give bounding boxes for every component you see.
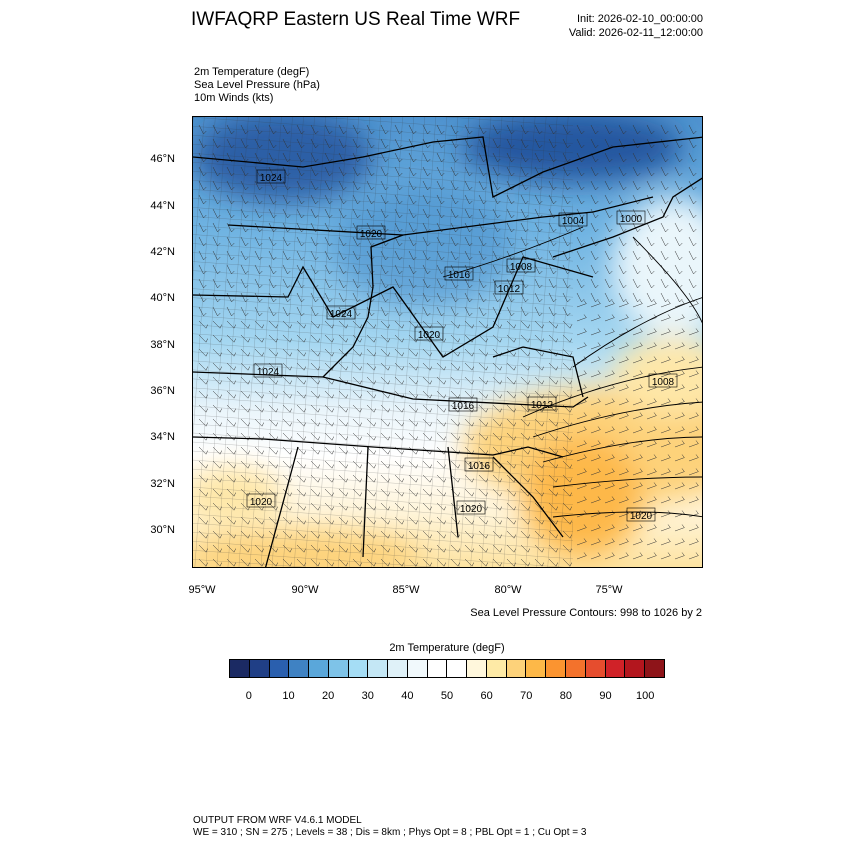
colorbar-swatch bbox=[625, 660, 646, 677]
colorbar-swatch bbox=[328, 660, 349, 677]
lat-tick-label: 32°N bbox=[150, 478, 175, 490]
colorbar-swatch bbox=[368, 660, 389, 677]
colorbar-swatch bbox=[506, 660, 527, 677]
pressure-contour-label: 1000 bbox=[620, 214, 643, 225]
lon-tick-label: 90°W bbox=[291, 584, 319, 596]
pressure-contour-label: 1012 bbox=[498, 284, 521, 295]
init-time: Init: 2026-02-10_00:00:00 bbox=[577, 13, 703, 25]
colorbar-swatch bbox=[407, 660, 428, 677]
lat-tick-label: 36°N bbox=[150, 385, 175, 397]
pressure-contour-label: 1020 bbox=[360, 229, 383, 240]
colorbar-label: 70 bbox=[520, 690, 533, 702]
colorbar-swatch bbox=[447, 660, 468, 677]
colorbar-label: 100 bbox=[635, 690, 655, 702]
field-label-winds: 10m Winds (kts) bbox=[194, 92, 274, 104]
colorbar-label: 60 bbox=[480, 690, 493, 702]
pressure-contour-label: 1024 bbox=[257, 367, 280, 378]
colorbar-swatch bbox=[388, 660, 408, 677]
colorbar-swatch bbox=[585, 660, 606, 677]
slp-contour-note: Sea Level Pressure Contours: 998 to 1026… bbox=[470, 607, 702, 619]
colorbar-swatch bbox=[566, 660, 586, 677]
colorbar-label: 0 bbox=[245, 690, 252, 702]
pressure-contour-label: 1004 bbox=[562, 216, 585, 227]
model-info: OUTPUT FROM WRF V4.6.1 MODEL bbox=[193, 815, 362, 826]
colorbar-swatch bbox=[427, 660, 448, 677]
lat-tick-label: 46°N bbox=[150, 153, 175, 165]
colorbar-label: 10 bbox=[282, 690, 295, 702]
lon-tick-label: 95°W bbox=[188, 584, 216, 596]
pressure-contour-label: 1008 bbox=[652, 377, 675, 388]
pressure-contour-label: 1008 bbox=[510, 262, 533, 273]
colorbar-label: 80 bbox=[559, 690, 573, 702]
lat-tick-label: 38°N bbox=[150, 339, 175, 351]
field-label-temperature: 2m Temperature (degF) bbox=[194, 66, 310, 78]
wind-barbs bbox=[198, 124, 699, 567]
field-label-pressure: Sea Level Pressure (hPa) bbox=[194, 79, 320, 91]
colorbar-swatch bbox=[467, 660, 487, 677]
pressure-contour-label: 1012 bbox=[531, 400, 554, 411]
lat-tick-label: 40°N bbox=[150, 292, 175, 304]
pressure-contour-label: 1020 bbox=[630, 511, 653, 522]
state-borders bbox=[193, 136, 702, 567]
colorbar-swatch bbox=[309, 660, 329, 677]
colorbar bbox=[229, 659, 665, 678]
lat-tick-label: 30°N bbox=[150, 524, 175, 536]
colorbar-label: 30 bbox=[361, 690, 374, 702]
pressure-contour-label: 1024 bbox=[330, 309, 353, 320]
colorbar-title: 2m Temperature (degF) bbox=[389, 642, 505, 654]
pressure-contours bbox=[442, 226, 702, 518]
colorbar-swatch bbox=[249, 660, 270, 677]
plot-title: IWFAQRP Eastern US Real Time WRF bbox=[191, 9, 521, 30]
colorbar-swatch bbox=[269, 660, 290, 677]
colorbar-label: 40 bbox=[401, 690, 414, 702]
lon-tick-label: 80°W bbox=[494, 584, 522, 596]
colorbar-swatch bbox=[546, 660, 567, 677]
colorbar-swatch bbox=[526, 660, 547, 677]
pressure-contour-label: 1016 bbox=[468, 461, 491, 472]
model-config: WE = 310 ; SN = 275 ; Levels = 38 ; Dis … bbox=[193, 827, 587, 838]
lat-tick-label: 44°N bbox=[150, 200, 175, 212]
pressure-contour-label: 1020 bbox=[250, 497, 273, 508]
colorbar-label: 20 bbox=[321, 690, 335, 702]
colorbar-swatch bbox=[605, 660, 626, 677]
pressure-contour-label: 1016 bbox=[448, 270, 471, 281]
colorbar-swatch bbox=[289, 660, 310, 677]
valid-time: Valid: 2026-02-11_12:00:00 bbox=[568, 27, 703, 39]
lat-tick-label: 34°N bbox=[150, 431, 175, 443]
lon-tick-label: 75°W bbox=[595, 584, 623, 596]
colorbar-swatch bbox=[348, 660, 369, 677]
lon-tick-label: 85°W bbox=[392, 584, 420, 596]
colorbar-swatch bbox=[230, 660, 250, 677]
colorbar-label: 90 bbox=[599, 690, 612, 702]
pressure-contour-label: 1020 bbox=[460, 504, 483, 515]
pressure-contour-label: 1016 bbox=[452, 401, 475, 412]
weather-map: 1024 1020 1016 1008 1012 1004 1000 1024 1020 1024… bbox=[192, 116, 703, 568]
colorbar-swatch bbox=[486, 660, 507, 677]
pressure-contour-label: 1024 bbox=[260, 173, 283, 184]
pressure-contour-label: 1020 bbox=[418, 330, 441, 341]
lat-tick-label: 42°N bbox=[150, 246, 175, 258]
colorbar-swatch bbox=[645, 660, 664, 677]
colorbar-label: 50 bbox=[440, 690, 454, 702]
